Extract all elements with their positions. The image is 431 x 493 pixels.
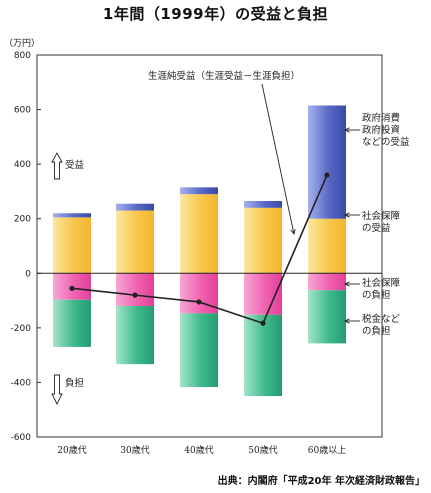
y-tick-label: 0	[25, 269, 31, 279]
bar-segment	[53, 299, 91, 347]
x-tick-label: 50歳代	[248, 444, 277, 456]
y-tick-label: 600	[14, 106, 31, 116]
y-tick-label: -600	[11, 433, 32, 443]
bar-segment	[308, 218, 346, 274]
govt-services-label: などの受益	[362, 136, 410, 148]
bar-segment	[180, 187, 218, 195]
y-tick-label: -200	[11, 324, 32, 334]
net-benefit-arrow-head	[290, 229, 296, 236]
y-tick-label: 800	[14, 51, 31, 61]
net-benefit-arrow	[261, 83, 295, 235]
bar-segment	[180, 194, 218, 274]
bar-segment	[244, 200, 282, 208]
benefit-direction-label: 受益	[65, 159, 85, 171]
bar-segment	[308, 105, 346, 219]
x-tick-label: 30歳代	[120, 444, 149, 456]
ss-burden-label: 社会保障	[362, 277, 401, 289]
y-tick-label: 400	[14, 160, 31, 170]
govt-services-label: 政府消費	[362, 112, 400, 124]
ss-benefit-label-arrow-head	[343, 212, 350, 218]
bar-segment	[180, 273, 218, 314]
x-tick-label: 60歳以上	[308, 444, 346, 456]
bar-segment	[116, 203, 154, 211]
ss-benefit-label: 社会保障	[362, 210, 401, 222]
down-arrow-icon	[51, 374, 63, 406]
tax-burden-label: 税金など	[362, 313, 401, 325]
plot-frame	[36, 54, 383, 438]
ss-burden-label-arrow-head	[343, 281, 350, 287]
chart-title: 1年間（1999年）の受益と負担	[102, 5, 329, 23]
net-benefit-point	[132, 292, 138, 298]
govt-services-label-arrow-head	[343, 127, 350, 133]
y-tick-label: -400	[11, 378, 32, 388]
source-note: 出典：内閣府「平成20年 年次経済財政報告」	[217, 476, 425, 487]
up-arrow-icon	[51, 152, 63, 180]
net-benefit-label: 生涯純受益（生涯受益－生涯負担）	[148, 70, 300, 82]
bar-segment	[180, 313, 218, 388]
bar-segment	[244, 207, 282, 274]
bar-segment	[308, 290, 346, 344]
y-tick-label: 200	[14, 215, 31, 225]
net-benefit-point	[324, 172, 330, 178]
tax-burden-label: の負担	[362, 325, 391, 337]
x-tick-label: 20歳代	[57, 444, 86, 456]
bar-segment	[116, 306, 154, 365]
net-benefit-point	[69, 285, 75, 291]
burden-direction-label: 負担	[65, 377, 85, 389]
govt-services-label: 政府投資	[362, 124, 400, 136]
net-benefit-point	[196, 299, 202, 305]
ss-burden-label: の負担	[362, 289, 391, 301]
bar-segment	[308, 273, 346, 291]
y-unit-label: （万円）	[4, 38, 40, 49]
bar-segment	[53, 213, 91, 218]
x-tick-label: 40歳代	[184, 444, 213, 456]
tax-burden-label-arrow-head	[343, 318, 350, 324]
bar-segment	[116, 273, 154, 307]
bar-segment	[244, 314, 282, 397]
bar-segment	[53, 217, 91, 274]
net-benefit-point	[260, 320, 266, 326]
ss-benefit-label: の受益	[362, 222, 391, 234]
bar-segment	[116, 210, 154, 274]
